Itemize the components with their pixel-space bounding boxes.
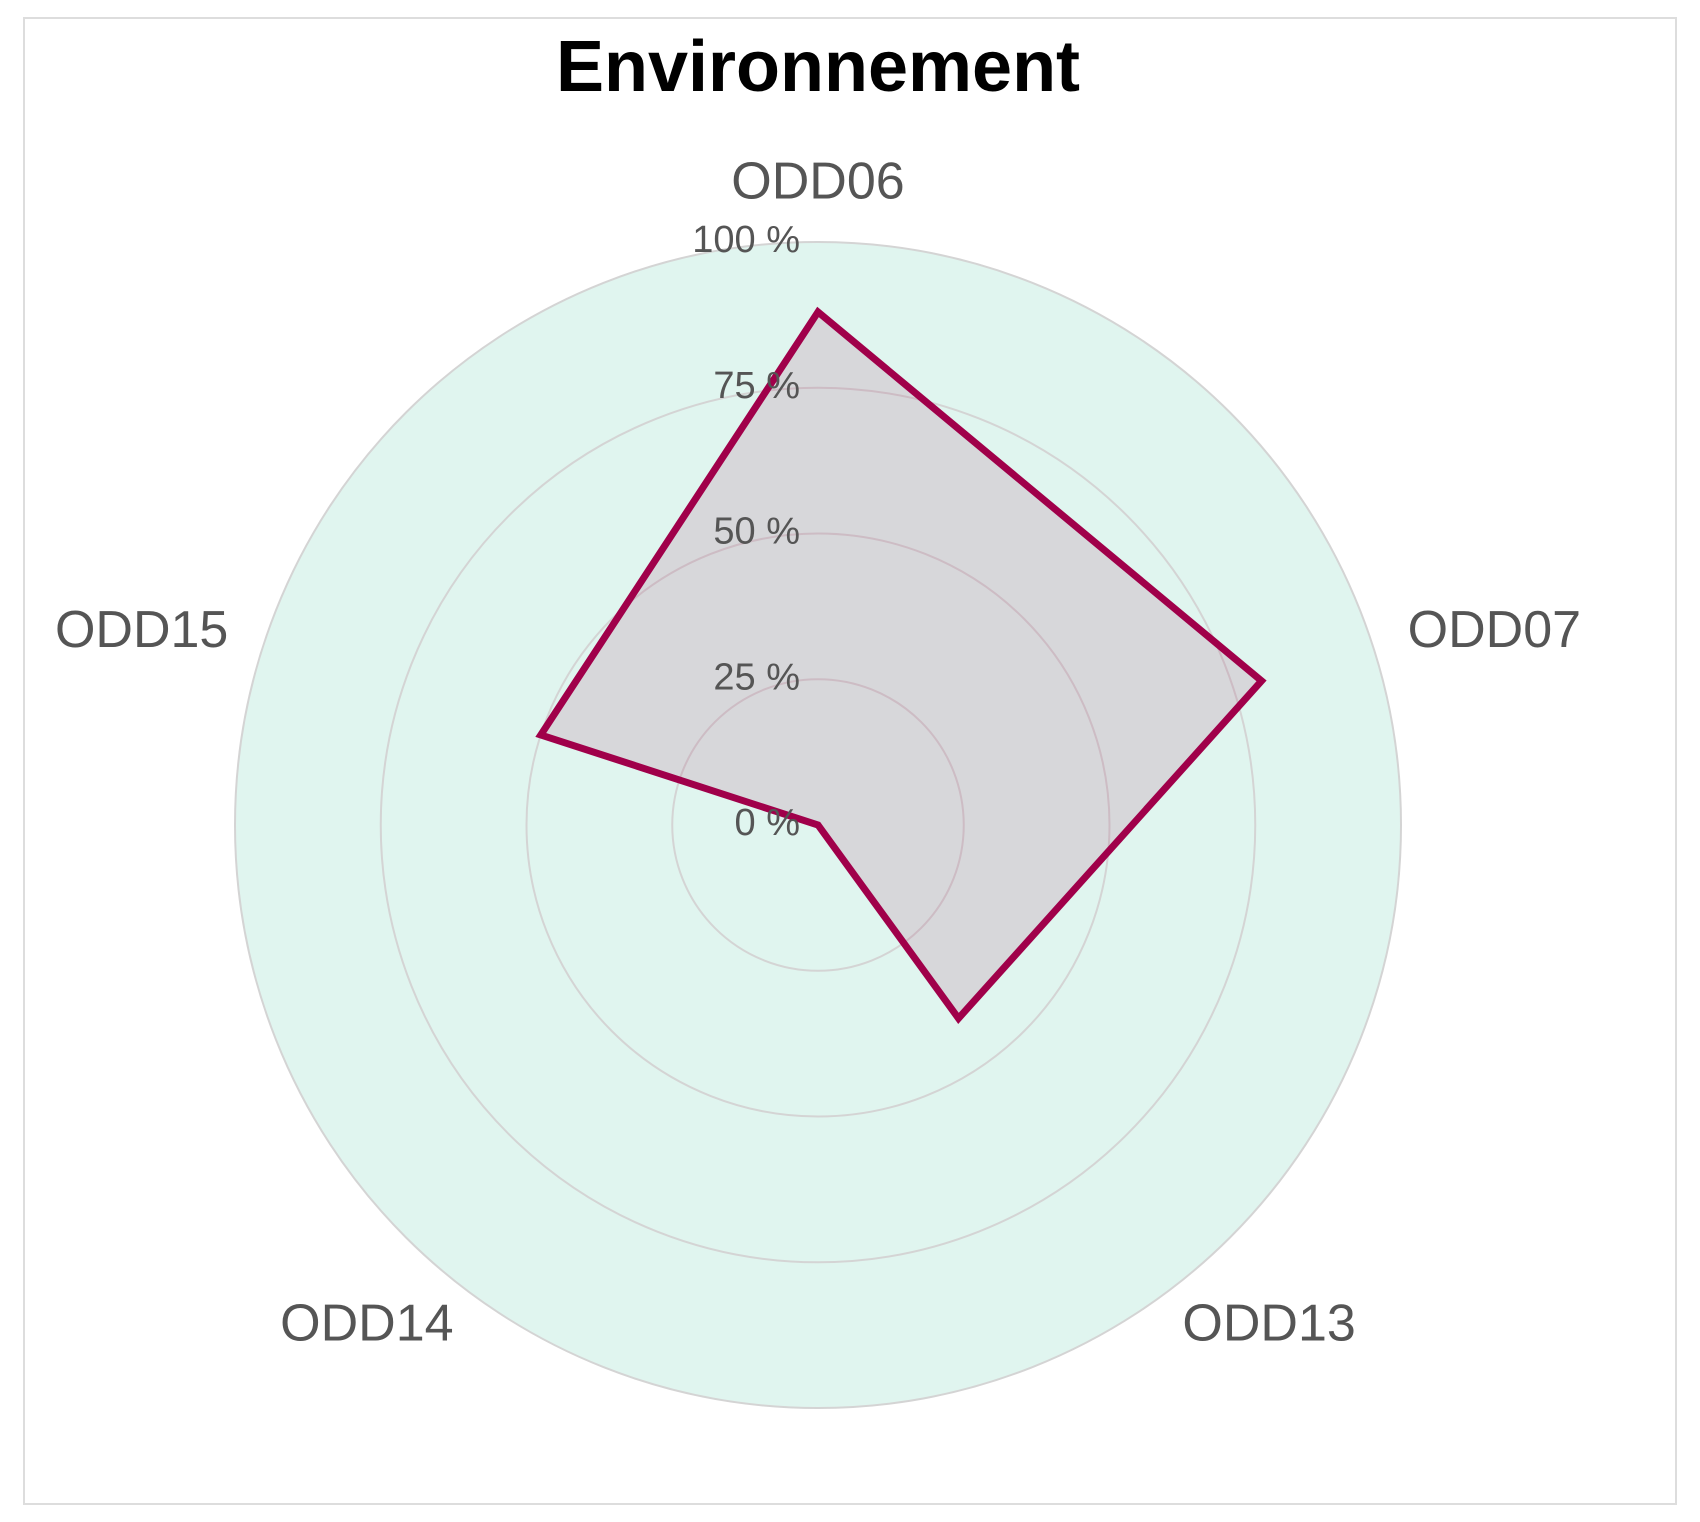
r-tick-label: 75 % (713, 365, 800, 407)
chart-title: Environnement (556, 27, 1080, 107)
grid-ring (379, 386, 1257, 1264)
axis-label: ODD15 (55, 601, 228, 659)
axis-label: ODD07 (1408, 601, 1581, 659)
grid-ring (671, 678, 965, 972)
r-tick-label: 0 % (735, 802, 800, 844)
axis-label: ODD13 (1182, 1294, 1355, 1352)
r-tick-label: 25 % (713, 656, 800, 698)
axis-label: ODD14 (280, 1294, 453, 1352)
radar-area (535, 306, 1267, 1024)
grid-ring (525, 532, 1111, 1118)
frame (23, 17, 1677, 1505)
axis-label: ODD06 (731, 153, 904, 211)
r-tick-label: 50 % (713, 511, 800, 553)
r-tick-label: 100 % (692, 219, 800, 261)
grid-ring (234, 241, 1402, 1409)
